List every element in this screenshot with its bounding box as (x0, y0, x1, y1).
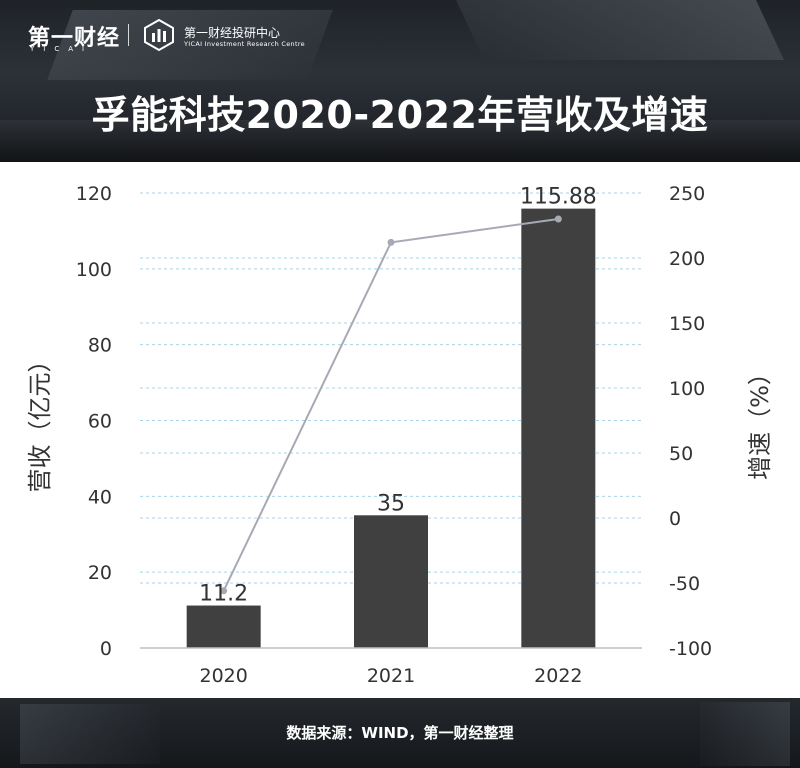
brand-logo-text: 第一财经 (28, 26, 121, 51)
research-center-name: 第一财经投研中心 (184, 26, 281, 40)
bar-value-label: 115.88 (520, 185, 597, 210)
x-tick-label: 2022 (534, 665, 582, 687)
research-center-name-en: YICAI Investment Research Centre (184, 40, 305, 48)
header-bg-shape (0, 120, 800, 162)
y-left-tick-label: 80 (88, 335, 112, 357)
revenue-growth-chart: 11.2 35 115.88 2020 2021 2022 0 20 40 60 80 100 120… (26, 183, 774, 687)
y-right-tick-label: 100 (669, 378, 705, 400)
y-left-tick-label: 40 (88, 486, 112, 508)
axes: 2020 2021 2022 0 20 40 60 80 100 120 -100 -50 0 50 100… (26, 183, 774, 687)
footer-bg-shape (20, 704, 160, 764)
bar-value-label: 11.2 (199, 582, 248, 607)
y-right-axis-title: 增速（%） (746, 361, 774, 480)
growth-point-2022 (554, 215, 562, 223)
x-tick-label: 2021 (367, 665, 415, 687)
chart-title: 孚能科技2020-2022年营收及增速 (91, 93, 709, 137)
bar-2021 (354, 515, 428, 648)
research-center-logo-icon (144, 18, 174, 52)
logo-divider (128, 24, 129, 46)
y-right-tick-label: 150 (669, 313, 705, 335)
footer-banner: 数据来源：WIND，第一财经整理 (0, 698, 800, 768)
footer-bg-shape (700, 702, 790, 766)
growth-point-2021 (387, 238, 395, 246)
y-right-tick-label: -50 (669, 573, 700, 595)
bar-series (186, 208, 596, 648)
growth-point-2020 (220, 587, 228, 595)
brand-logo-sub: YICAI (30, 45, 94, 53)
bar-value-label: 35 (377, 491, 405, 516)
y-right-tick-label: 0 (669, 508, 681, 530)
y-left-tick-label: 60 (88, 411, 112, 433)
growth-line-series (220, 215, 562, 595)
y-left-tick-label: 20 (88, 562, 112, 584)
y-right-tick-label: -100 (669, 638, 712, 660)
y-left-tick-label: 120 (76, 183, 112, 205)
header-bg-shape (456, 0, 784, 60)
y-left-tick-label: 0 (100, 638, 112, 660)
data-source: 数据来源：WIND，第一财经整理 (286, 724, 514, 742)
y-left-tick-label: 100 (76, 259, 112, 281)
y-right-tick-label: 50 (669, 443, 693, 465)
bar-2020 (186, 605, 261, 648)
x-tick-label: 2020 (199, 665, 247, 687)
data-labels: 11.2 35 115.88 (199, 185, 597, 607)
bar-2022 (521, 208, 596, 648)
y-left-axis-title: 营收（亿元） (26, 349, 54, 493)
y-right-tick-label: 250 (669, 183, 705, 205)
y-right-tick-label: 200 (669, 248, 705, 270)
header-banner: 第一财经 YICAI 第一财经投研中心 YICAI Investment Res… (0, 0, 800, 162)
